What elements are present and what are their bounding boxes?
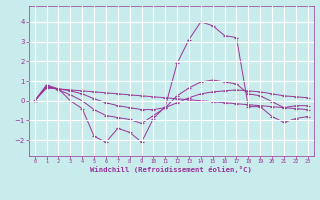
X-axis label: Windchill (Refroidissement éolien,°C): Windchill (Refroidissement éolien,°C) <box>90 166 252 173</box>
